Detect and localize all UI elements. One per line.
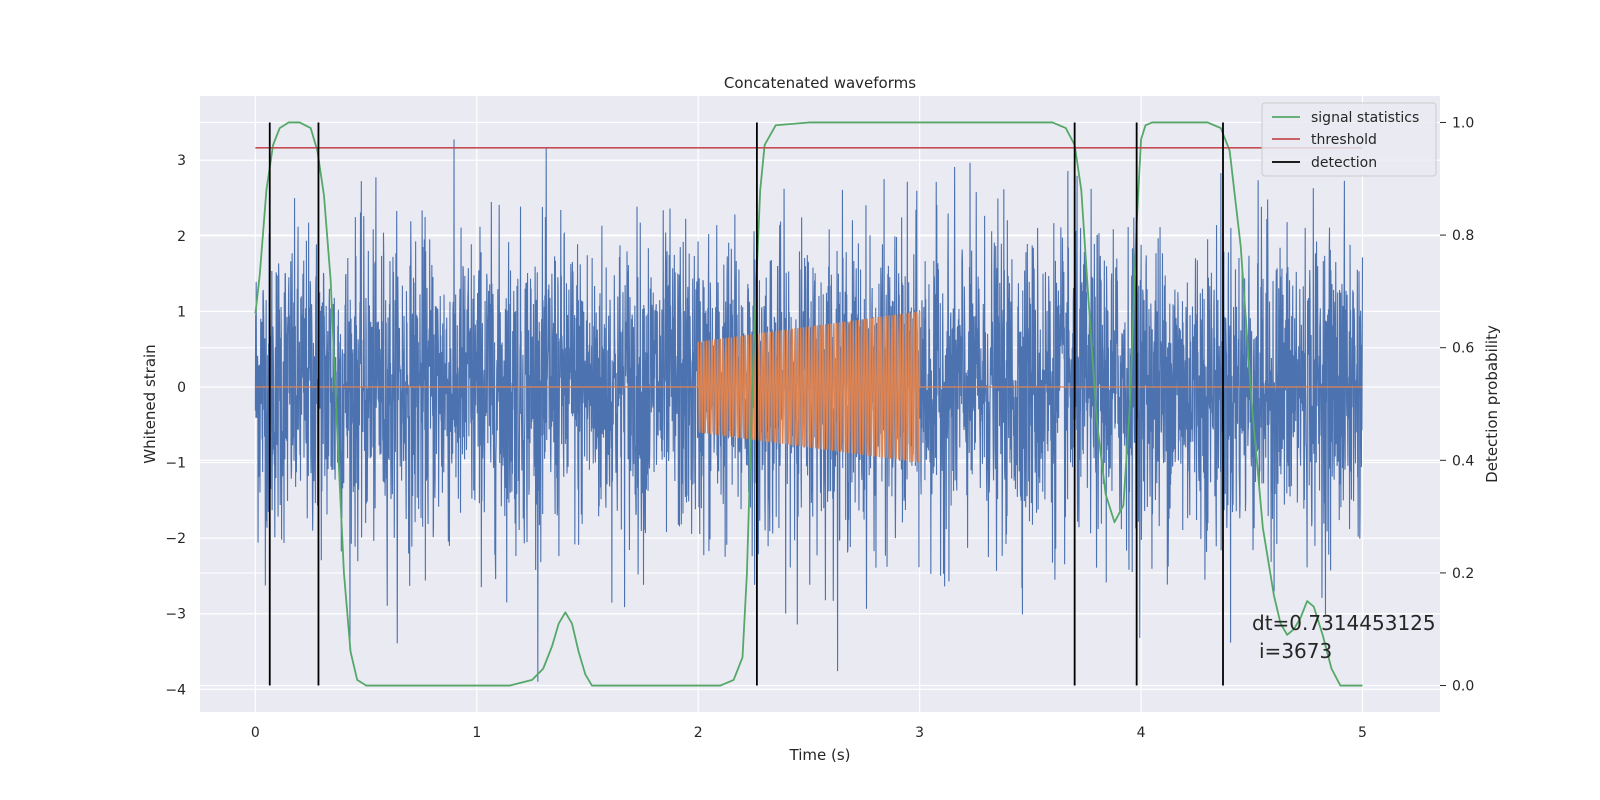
- y2-tick-label: 0.2: [1452, 566, 1474, 582]
- injected-waveform-series: [255, 311, 1363, 463]
- x-tick-label: 0: [251, 725, 260, 741]
- y-tick-label: 0: [177, 380, 186, 396]
- signal-statistics-series: [254, 121, 1363, 687]
- y-tick-label: −4: [165, 682, 186, 698]
- x-axis-label: Time (s): [789, 746, 851, 764]
- x-tick-label: 1: [472, 725, 481, 741]
- y2-tick-label: 0.6: [1452, 341, 1474, 357]
- whitened-strain-series: [254, 139, 1364, 682]
- y-tick-label: 2: [177, 229, 186, 245]
- y-tick-label: −3: [165, 607, 186, 623]
- y2-tick-label: 0.8: [1452, 228, 1474, 244]
- legend-label-threshold: threshold: [1311, 132, 1377, 148]
- x-tick-label: 5: [1358, 725, 1367, 741]
- y-axis-label: Whitened strain: [141, 344, 159, 463]
- legend-label-signal-statistics: signal statistics: [1311, 110, 1419, 126]
- x-tick-label: 4: [1137, 725, 1146, 741]
- annotation: dt=0.7314453125 i=3673: [1252, 611, 1436, 663]
- injected-waveform-line: [255, 311, 1363, 463]
- y2-tick-label: 0.0: [1452, 679, 1474, 695]
- whitened-strain-line: [254, 139, 1364, 682]
- x-axis-ticks: 0 1 2 3 4 5: [251, 725, 1367, 741]
- legend-box: [1261, 102, 1437, 177]
- legend-label-detection: detection: [1311, 155, 1377, 171]
- y2-tick-label: 0.4: [1452, 453, 1474, 469]
- annotation-dt: dt=0.7314453125: [1252, 611, 1436, 635]
- annotation-i: i=3673: [1259, 639, 1332, 663]
- legend: signal statistics threshold detection: [1261, 102, 1437, 177]
- x-tick-label: 3: [915, 725, 924, 741]
- signal-statistics-line: [254, 121, 1363, 687]
- y-tick-label: 3: [177, 153, 186, 169]
- y2-tick-label: 1.0: [1452, 115, 1474, 131]
- y-tick-label: −1: [165, 456, 186, 472]
- detection-series: [268, 122, 1224, 686]
- y-tick-label: 1: [177, 304, 186, 320]
- y2-axis-label: Detection probability: [1483, 325, 1501, 483]
- y-tick-label: −2: [165, 531, 186, 547]
- chart-title: Concatenated waveforms: [724, 74, 916, 92]
- x-tick-label: 2: [694, 725, 703, 741]
- y2-axis-ticks: 0.0 0.2 0.4 0.6 0.8 1.0: [1440, 115, 1474, 695]
- y-axis-ticks: −4 −3 −2 −1 0 1 2 3: [165, 153, 186, 698]
